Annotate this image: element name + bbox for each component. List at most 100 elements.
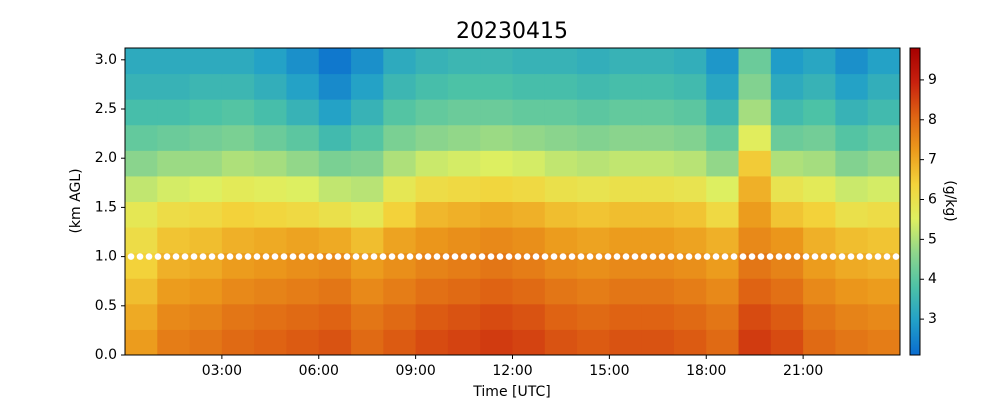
marker-dot xyxy=(181,253,189,260)
marker-dot xyxy=(289,253,297,260)
marker-dot xyxy=(208,253,216,260)
heatmap-cell xyxy=(125,48,158,75)
heatmap-cell xyxy=(415,48,449,75)
x-tick-label: 09:00 xyxy=(395,363,435,379)
heatmap-cell xyxy=(318,99,352,126)
heatmap-cell xyxy=(254,175,287,202)
heatmap-cell xyxy=(577,201,610,228)
heatmap-cell xyxy=(480,150,513,177)
heatmap-cell xyxy=(867,99,901,126)
heatmap-cell xyxy=(351,201,384,228)
heatmap-cell xyxy=(512,73,546,100)
x-tick-label: 03:00 xyxy=(202,363,242,379)
marker-dot xyxy=(604,253,612,260)
heatmap-cell xyxy=(351,175,384,202)
heatmap-cell xyxy=(738,201,772,228)
marker-dot xyxy=(334,253,342,260)
heatmap-cell xyxy=(447,124,481,151)
heatmap-cell xyxy=(286,227,320,254)
heatmap-cell xyxy=(351,303,384,330)
heatmap-cell xyxy=(351,48,384,75)
heatmap-cell xyxy=(835,175,869,202)
heatmap-cell xyxy=(641,278,675,305)
heatmap-cell xyxy=(803,329,836,356)
marker-dot xyxy=(541,253,549,260)
heatmap-cell xyxy=(157,73,191,100)
heatmap-cell xyxy=(189,124,223,151)
heatmap-cell xyxy=(125,150,158,177)
marker-dot xyxy=(865,253,873,260)
heatmap-cell xyxy=(318,201,352,228)
marker-dot xyxy=(793,253,801,260)
heatmap-cell xyxy=(544,124,578,151)
heatmap-cell xyxy=(157,124,191,151)
heatmap-cell xyxy=(770,175,804,202)
heatmap-cell xyxy=(480,99,513,126)
heatmap-cell xyxy=(673,48,707,75)
heatmap-cell xyxy=(577,150,610,177)
heatmap-cell xyxy=(835,48,869,75)
heatmap-cell xyxy=(286,99,320,126)
heatmap-cell xyxy=(125,278,158,305)
heatmap-cell xyxy=(609,73,643,100)
marker-dot xyxy=(676,253,684,260)
heatmap-cell xyxy=(706,150,740,177)
heatmap-cell xyxy=(835,303,869,330)
heatmap-cell xyxy=(706,201,740,228)
heatmap-cell xyxy=(189,303,223,330)
y-tick-label: 2.5 xyxy=(95,101,117,117)
heatmap-cell xyxy=(641,201,675,228)
heatmap-cell xyxy=(157,303,191,330)
chart-title: 20230415 xyxy=(456,19,568,44)
heatmap-cell xyxy=(770,73,804,100)
heatmap-cell xyxy=(383,48,417,75)
heatmap-cell xyxy=(447,227,481,254)
marker-dot xyxy=(784,253,792,260)
heatmap-cell xyxy=(286,329,320,356)
heatmap-cell xyxy=(641,150,675,177)
heatmap-cell xyxy=(609,48,643,75)
marker-dot xyxy=(649,253,657,260)
marker-dot xyxy=(424,253,432,260)
heatmap-cell xyxy=(544,303,578,330)
heatmap-cell xyxy=(673,175,707,202)
heatmap-cell xyxy=(351,99,384,126)
marker-dot xyxy=(253,253,261,260)
marker-dot xyxy=(226,253,234,260)
heatmap-cell xyxy=(512,278,546,305)
heatmap-cell xyxy=(415,201,449,228)
heatmap-cell xyxy=(641,175,675,202)
marker-dot xyxy=(613,253,621,260)
heatmap-cell xyxy=(318,48,352,75)
heatmap-cell xyxy=(867,124,901,151)
heatmap-cell xyxy=(641,124,675,151)
marker-dot xyxy=(775,253,783,260)
heatmap-cell xyxy=(415,73,449,100)
heatmap-cell xyxy=(803,175,836,202)
marker-dot xyxy=(766,253,774,260)
heatmap-cell xyxy=(447,329,481,356)
heatmap-cell xyxy=(706,329,740,356)
heatmap-cell xyxy=(221,329,255,356)
heatmap-cell xyxy=(221,303,255,330)
heatmap-cell xyxy=(351,124,384,151)
y-axis-label: (km AGL) xyxy=(68,168,84,233)
marker-dot xyxy=(658,253,666,260)
heatmap-cell xyxy=(867,150,901,177)
heatmap-cell xyxy=(867,278,901,305)
marker-dot xyxy=(568,253,576,260)
marker-dot xyxy=(442,253,450,260)
heatmap-cell xyxy=(544,48,578,75)
marker-dot xyxy=(262,253,270,260)
heatmap-cell xyxy=(673,303,707,330)
heatmap-cell xyxy=(770,227,804,254)
heatmap-cell xyxy=(254,150,287,177)
heatmap-cell xyxy=(641,73,675,100)
heatmap-cell xyxy=(221,48,255,75)
heatmap-cell xyxy=(189,48,223,75)
heatmap-cell xyxy=(157,201,191,228)
marker-dot xyxy=(370,253,378,260)
heatmap-cell xyxy=(512,303,546,330)
marker-dot xyxy=(694,253,702,260)
